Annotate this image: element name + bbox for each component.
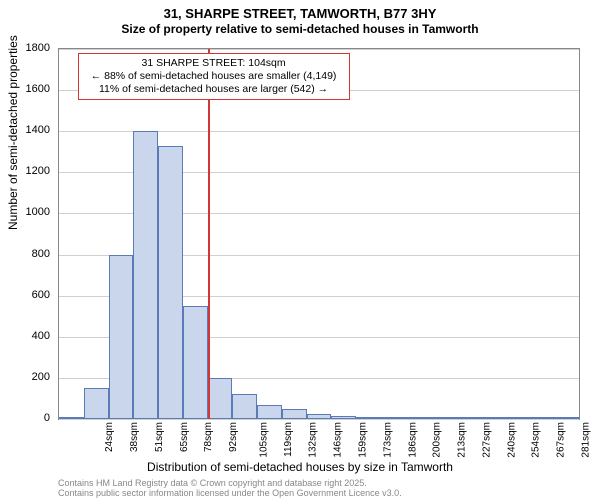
x-tick: 254sqm [531,422,542,458]
bar [232,394,257,419]
annotation-box: 31 SHARPE STREET: 104sqm← 88% of semi-de… [78,53,350,100]
x-tick: 78sqm [203,422,214,452]
bar [554,417,579,419]
x-tick: 38sqm [129,422,140,452]
x-tick: 227sqm [481,422,492,458]
x-tick: 186sqm [407,422,418,458]
x-tick: 92sqm [228,422,239,452]
bar [257,405,282,419]
y-tick: 1000 [26,206,50,218]
y-tick: 0 [44,412,50,424]
x-tick: 200sqm [432,422,443,458]
bar [282,409,307,419]
annotation-line: 31 SHARPE STREET: 104sqm [85,57,343,70]
x-tick: 65sqm [179,422,190,452]
y-tick-labels: 020040060080010001200140016001800 [0,48,54,418]
x-tick: 119sqm [283,422,294,457]
bar [505,417,530,419]
x-tick-labels: 24sqm 38sqm 51sqm 65sqm 78sqm 92sqm 105sqm 119s… [58,420,578,460]
y-tick: 600 [32,289,50,301]
annotation-line: 11% of semi-detached houses are larger (… [85,83,343,96]
bar [430,417,455,419]
y-tick: 1400 [26,124,50,136]
reference-line [208,49,210,419]
bar [133,131,158,419]
x-tick: 173sqm [382,422,393,458]
y-tick: 200 [32,371,50,383]
attribution-text: Contains HM Land Registry data © Crown c… [58,478,402,499]
gridline [59,49,579,50]
bar [109,255,134,419]
y-tick: 1600 [26,83,50,95]
x-tick: 213sqm [457,422,468,458]
bar [158,146,183,419]
bar [183,306,208,419]
bar [529,417,554,419]
x-tick: 267sqm [556,422,567,458]
x-tick: 240sqm [506,422,517,458]
bar [331,416,356,419]
y-tick: 1200 [26,165,50,177]
chart-title: 31, SHARPE STREET, TAMWORTH, B77 3HY [0,0,600,21]
x-tick: 105sqm [259,422,270,458]
y-tick: 400 [32,330,50,342]
bar [406,417,431,419]
attribution-line: Contains HM Land Registry data © Crown c… [58,478,402,488]
x-axis-label: Distribution of semi-detached houses by … [0,460,600,474]
x-tick: 132sqm [308,422,319,458]
histogram-chart: 31, SHARPE STREET, TAMWORTH, B77 3HY Siz… [0,0,600,500]
x-tick: 24sqm [104,422,115,452]
bar [59,417,84,419]
bar [480,417,505,419]
bar [381,417,406,419]
y-tick: 1800 [26,42,50,54]
x-tick: 281sqm [580,422,591,458]
x-tick: 146sqm [333,422,344,458]
bar [84,388,109,419]
bar [356,417,381,419]
attribution-line: Contains public sector information licen… [58,488,402,498]
x-tick: 159sqm [358,422,369,458]
annotation-line: ← 88% of semi-detached houses are smalle… [85,70,343,83]
bar [307,414,332,419]
bar [208,378,233,419]
x-tick: 51sqm [154,422,165,452]
y-tick: 800 [32,248,50,260]
chart-subtitle: Size of property relative to semi-detach… [0,22,600,36]
bar [455,417,480,419]
plot-area: 31 SHARPE STREET: 104sqm← 88% of semi-de… [58,48,580,420]
